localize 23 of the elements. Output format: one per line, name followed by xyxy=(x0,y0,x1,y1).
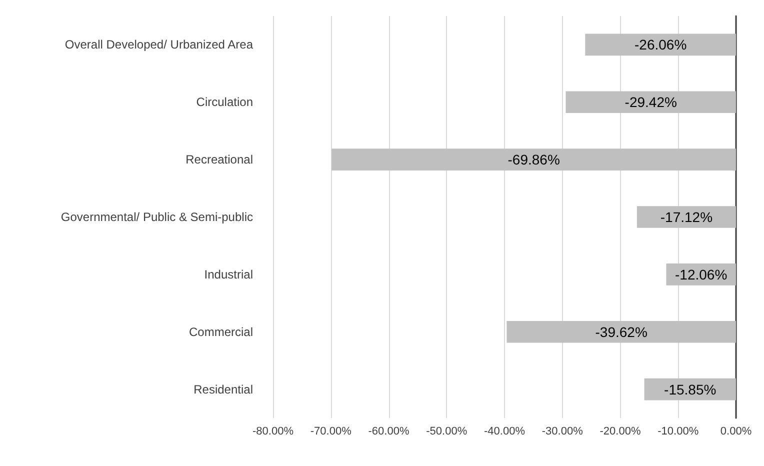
data-label: -69.86% xyxy=(508,152,560,168)
data-label: -17.12% xyxy=(660,209,713,225)
x-tick-label: -50.00% xyxy=(426,426,468,438)
x-tick-label: 0.00% xyxy=(720,426,752,438)
y-tick-label: Overall Developed/ Urbanized Area xyxy=(64,38,254,52)
y-tick-label: Residential xyxy=(194,382,253,396)
x-tick-label: -80.00% xyxy=(252,426,294,438)
y-tick-label: Circulation xyxy=(196,95,253,110)
x-tick-label: -20.00% xyxy=(600,426,641,438)
y-tick-label: Commercial xyxy=(188,324,253,339)
y-tick-label: Governmental/ Public & Semi-public xyxy=(60,210,253,224)
data-label: -29.42% xyxy=(624,94,677,110)
x-tick-label: -30.00% xyxy=(542,426,584,438)
x-tick-label: -40.00% xyxy=(484,426,526,438)
x-tick-label: -70.00% xyxy=(310,426,352,438)
data-label: -12.06% xyxy=(675,266,728,282)
y-tick-label: Recreational xyxy=(186,152,253,167)
y-tick-label: Industrial xyxy=(204,267,253,282)
x-tick-label: -60.00% xyxy=(368,426,410,438)
x-tick-label: -10.00% xyxy=(658,426,699,438)
data-label: -15.85% xyxy=(664,381,716,398)
data-label: -39.62% xyxy=(595,324,648,340)
data-label: -26.06% xyxy=(634,36,687,53)
